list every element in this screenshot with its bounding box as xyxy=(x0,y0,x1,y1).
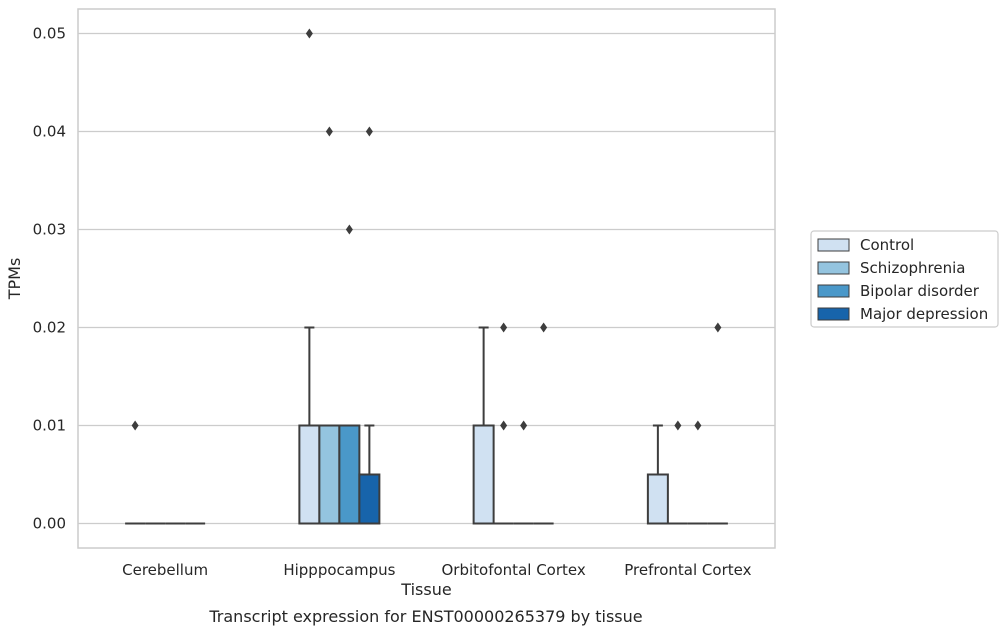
outlier-point xyxy=(500,322,508,333)
chart-caption: Transcript expression for ENST0000026537… xyxy=(208,607,642,626)
outlier-point xyxy=(500,420,508,431)
box xyxy=(472,424,495,525)
x-tick-labels: Cerebellum Hipppocampus Orbitofontal Corte… xyxy=(122,561,751,579)
legend-swatch xyxy=(817,307,850,321)
legend-swatch xyxy=(817,238,850,252)
y-tick-label: 0.00 xyxy=(33,515,66,533)
outlier-point xyxy=(694,420,702,431)
outlier-point xyxy=(305,28,313,39)
outlier-point xyxy=(520,420,528,431)
legend-label: Bipolar disorder xyxy=(860,282,980,300)
legend-label: Major depression xyxy=(860,305,988,323)
x-axis-label: Tissue xyxy=(400,580,451,599)
outlier-point xyxy=(131,420,139,431)
legend: Control Schizophrenia Bipolar disorder Majo… xyxy=(810,230,999,328)
grid-lines xyxy=(78,32,775,525)
y-tick-label: 0.02 xyxy=(33,319,66,337)
legend-swatch xyxy=(817,284,850,298)
y-tick-label: 0.04 xyxy=(33,123,66,141)
box xyxy=(318,424,341,525)
y-tick-label: 0.01 xyxy=(33,417,66,435)
x-tick-label: Cerebellum xyxy=(122,561,208,579)
x-tick-label: Orbitofontal Cortex xyxy=(442,561,586,579)
box xyxy=(298,424,321,525)
outlier-point xyxy=(540,322,548,333)
box xyxy=(358,473,381,525)
box xyxy=(338,424,361,525)
y-axis-label: TPMs xyxy=(5,258,24,301)
x-tick-label: Prefrontal Cortex xyxy=(624,561,751,579)
legend-label: Schizophrenia xyxy=(860,259,965,277)
x-tick-label: Hipppocampus xyxy=(283,561,395,579)
legend-frame xyxy=(810,230,999,328)
outlier-point xyxy=(325,126,333,137)
box-plots xyxy=(125,28,728,525)
outlier-point xyxy=(345,224,353,235)
y-tick-label: 0.05 xyxy=(33,25,66,43)
y-tick-label: 0.03 xyxy=(33,221,66,239)
outlier-point xyxy=(714,322,722,333)
legend-swatch xyxy=(817,261,850,275)
outlier-point xyxy=(674,420,682,431)
box xyxy=(646,473,669,525)
plot-frame xyxy=(77,8,776,549)
legend-label: Control xyxy=(860,236,914,254)
y-tick-labels: 0.00 0.01 0.02 0.03 0.04 0.05 xyxy=(33,25,66,533)
outlier-point xyxy=(365,126,373,137)
